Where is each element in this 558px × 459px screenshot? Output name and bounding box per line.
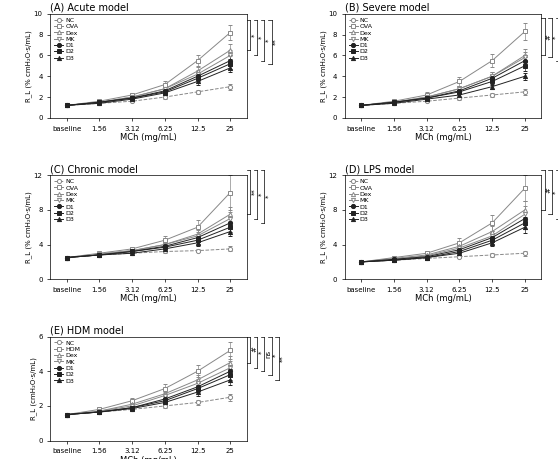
Text: *: * [266,39,272,42]
Legend: NC, OVA, Dex, MK, D1, D2, D3: NC, OVA, Dex, MK, D1, D2, D3 [348,17,373,62]
Text: *: * [266,195,272,198]
Y-axis label: R_L (cmH₂O·s/mL): R_L (cmH₂O·s/mL) [30,357,37,420]
Text: **: ** [251,189,257,196]
X-axis label: MCh (mg/mL): MCh (mg/mL) [415,294,472,303]
Text: **: ** [280,355,286,362]
Text: **: ** [273,39,279,45]
Text: (B) Severe model: (B) Severe model [345,3,429,13]
Y-axis label: R_L (% cmH₂O·s/mL): R_L (% cmH₂O·s/mL) [320,30,327,102]
Text: (C) Chronic model: (C) Chronic model [50,164,138,174]
Text: #: # [546,34,552,39]
Text: (E) HDM model: (E) HDM model [50,326,124,336]
Text: *: * [273,354,279,357]
Y-axis label: R_L (% cmH₂O·s/mL): R_L (% cmH₂O·s/mL) [26,30,32,102]
Text: *: * [553,36,558,39]
X-axis label: MCh (mg/mL): MCh (mg/mL) [120,133,177,142]
X-axis label: MCh (mg/mL): MCh (mg/mL) [120,456,177,459]
Text: *: * [251,34,257,37]
Text: *: * [553,190,558,194]
X-axis label: MCh (mg/mL): MCh (mg/mL) [120,294,177,303]
Text: *: * [258,351,264,354]
Legend: NC, OVA, Dex, MK, D1, D2, D3: NC, OVA, Dex, MK, D1, D2, D3 [54,178,79,223]
Text: (A) Acute model: (A) Acute model [50,3,129,13]
X-axis label: MCh (mg/mL): MCh (mg/mL) [415,133,472,142]
Text: ns: ns [266,350,272,358]
Text: (D) LPS model: (D) LPS model [345,164,414,174]
Text: #: # [546,187,552,193]
Y-axis label: R_L (% cmH₂O·s/mL): R_L (% cmH₂O·s/mL) [26,191,32,263]
Legend: NC, OVA, Dex, MK, D1, D2, D3: NC, OVA, Dex, MK, D1, D2, D3 [54,17,79,62]
Y-axis label: R_L (% cmH₂O·s/mL): R_L (% cmH₂O·s/mL) [320,191,327,263]
Text: *: * [258,36,264,39]
Legend: NC, HDM, Dex, MK, D1, D2, D3: NC, HDM, Dex, MK, D1, D2, D3 [54,340,81,384]
Text: *: * [258,192,264,196]
Text: #: # [251,347,257,353]
Legend: NC, OVA, Dex, MK, D1, D2, D3: NC, OVA, Dex, MK, D1, D2, D3 [348,178,373,223]
